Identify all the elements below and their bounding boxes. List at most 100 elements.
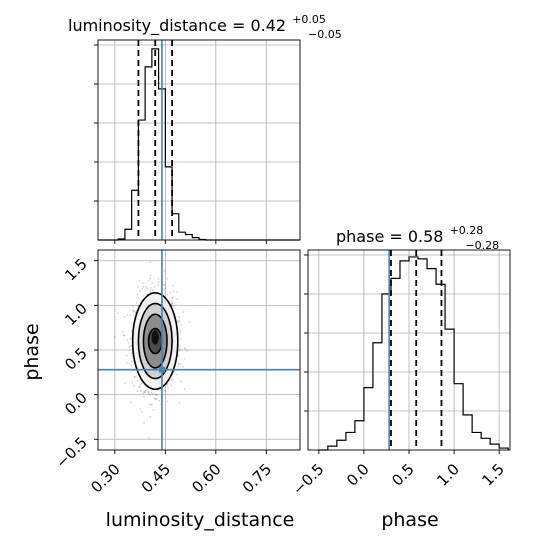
sample-point [129, 314, 132, 317]
sample-point [133, 376, 136, 378]
sample-point [177, 355, 180, 357]
sample-point [126, 339, 129, 341]
sample-point [182, 311, 185, 313]
sample-point [150, 403, 152, 406]
sample-point [148, 437, 150, 439]
sample-point [178, 401, 181, 404]
sample-point [172, 296, 175, 299]
sample-point [170, 379, 172, 382]
sample-point [130, 360, 133, 363]
sample-point [131, 354, 133, 357]
sample-point [153, 397, 156, 400]
joint-density-panel: 0.30 0.45 0.60 0.75 −0.5 0.0 0.5 1.0 1.5 [52, 249, 301, 496]
sample-point [143, 391, 146, 393]
sample-point [178, 349, 181, 352]
y-tick-label: −0.5 [52, 433, 90, 471]
ld-title: luminosity_distance = 0.42 +0.05 −0.05 [68, 8, 342, 41]
sample-point [155, 398, 157, 401]
sample-point [138, 385, 141, 388]
sample-point [130, 345, 133, 347]
sample-point [171, 302, 173, 305]
sample-point [152, 408, 155, 411]
sample-point [138, 280, 141, 282]
sample-point [136, 293, 139, 296]
sample-point [178, 316, 181, 318]
sample-point [139, 289, 142, 292]
sample-point [140, 410, 143, 413]
sample-point [163, 270, 166, 272]
sample-point [180, 337, 182, 340]
sample-point [123, 315, 126, 318]
sample-point [131, 304, 134, 307]
sample-point [132, 309, 134, 312]
sample-point [147, 390, 150, 393]
sample-point [130, 364, 133, 366]
sample-point [133, 311, 136, 313]
sample-point [175, 373, 178, 376]
sample-point [164, 287, 167, 290]
sample-point [131, 381, 134, 384]
sample-point [136, 380, 138, 382]
sample-point [136, 390, 139, 392]
sample-point [157, 278, 160, 280]
sample-point [123, 334, 125, 337]
sample-point [130, 336, 132, 339]
sample-point [178, 344, 181, 347]
x-tick-label: 1.0 [433, 460, 463, 490]
sample-point [178, 319, 180, 322]
x-tick-label: −0.5 [289, 460, 327, 498]
sample-point [151, 289, 154, 292]
sample-point [132, 309, 135, 312]
sample-point [158, 399, 161, 402]
sample-point [144, 391, 147, 394]
sample-point [142, 295, 145, 297]
sample-point [147, 393, 150, 396]
sample-point [163, 284, 166, 286]
sample-point [149, 261, 152, 264]
phase-title: phase = 0.58 +0.28 −0.28 [336, 219, 499, 252]
truth-marker [158, 366, 165, 373]
sample-point [137, 386, 140, 388]
sample-point [143, 395, 145, 398]
sample-point [140, 389, 142, 392]
sample-point [140, 382, 143, 385]
sample-point [164, 390, 166, 392]
sample-point [129, 338, 132, 340]
sample-point [155, 397, 158, 400]
sample-point [176, 298, 179, 300]
sample-point [177, 365, 180, 368]
x-tick-label: 0.0 [343, 460, 373, 490]
phase-histogram-panel: −0.5 0.0 0.5 1.0 1.5 [289, 249, 511, 499]
sample-point [171, 305, 174, 308]
joint-content [98, 250, 300, 450]
sample-point [166, 277, 169, 280]
sample-point [151, 403, 153, 406]
sample-point [137, 305, 140, 307]
sample-point [148, 403, 151, 406]
histogram-step [98, 48, 300, 241]
sample-point [159, 403, 162, 406]
sample-point [183, 388, 186, 390]
sample-point [180, 324, 183, 326]
contour-core [151, 330, 159, 345]
y-tick-label: 0.5 [61, 344, 91, 374]
ld-histogram-panel [94, 39, 301, 244]
sample-point [143, 391, 146, 393]
sample-point [143, 421, 146, 424]
sample-point [183, 357, 186, 360]
sample-point [171, 284, 174, 287]
sample-point [149, 274, 152, 277]
sample-point [156, 393, 159, 396]
sample-point [157, 283, 160, 286]
x-tick-label: 0.5 [388, 460, 418, 490]
y-axis-label-phase: phase [21, 323, 43, 380]
sample-point [177, 363, 180, 365]
sample-point [154, 397, 157, 400]
sample-point [177, 321, 180, 324]
sample-point [149, 393, 152, 396]
sample-point [183, 347, 186, 350]
sample-point [125, 361, 128, 364]
sample-point [184, 346, 187, 349]
sample-point [155, 394, 157, 396]
